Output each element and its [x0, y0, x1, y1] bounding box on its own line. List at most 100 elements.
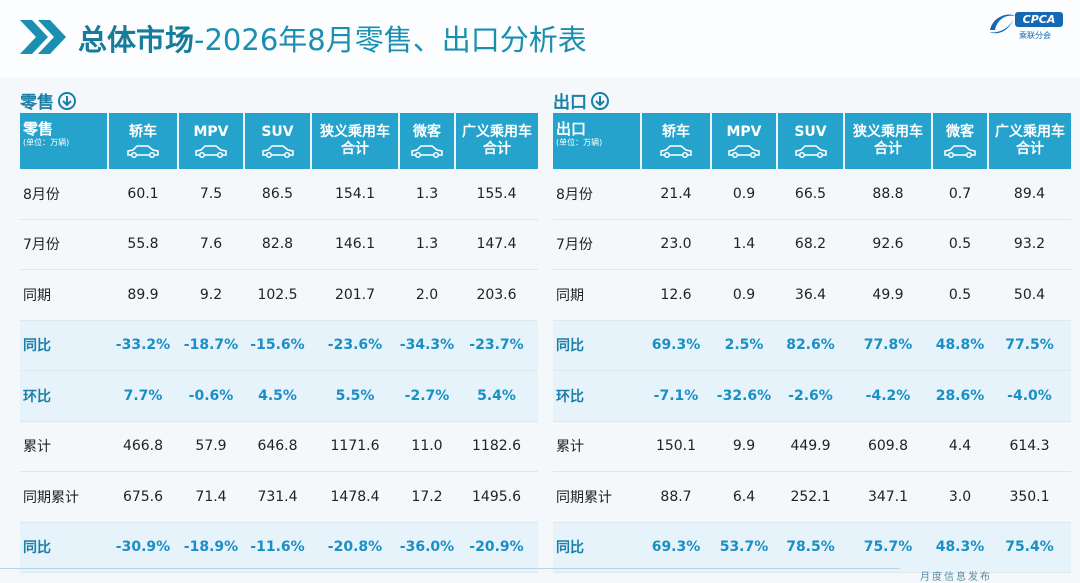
table-cell: 1495.6 [455, 471, 538, 523]
table-cell: 347.1 [844, 471, 932, 523]
row-label: 环比 [553, 370, 641, 422]
sedan-icon [127, 145, 159, 158]
table-cell: 93.2 [988, 219, 1071, 270]
row-label: 累计 [553, 421, 641, 472]
export-section-title: 出口 [553, 88, 609, 113]
table-cell: 11.0 [399, 421, 455, 472]
table-cell: 4.5% [244, 370, 311, 422]
table-cell: 48.8% [932, 320, 988, 371]
table-cell: 71.4 [178, 471, 244, 523]
table-cell: 466.8 [108, 421, 178, 472]
row-label: 8月份 [553, 169, 641, 220]
table-cell: 146.1 [311, 219, 399, 270]
table-cell: 57.9 [178, 421, 244, 472]
table-cell: 150.1 [641, 421, 711, 472]
col-header: SUV [777, 113, 845, 169]
export-table: 出口 (单位：万辆) 轿车 MPV SUV 狭义乘用车合计 微客 广义乘用车合计 … [553, 113, 1071, 573]
table-cell: 6.4 [711, 471, 777, 523]
table-cell: -2.7% [399, 370, 455, 422]
table-cell: -18.7% [178, 320, 244, 371]
table-row: 累计 466.8 57.9 646.8 1171.6 11.0 1182.6 [20, 421, 538, 472]
table-cell: 9.2 [178, 269, 244, 321]
table-cell: 75.4% [988, 522, 1071, 573]
table-cell: 28.6% [932, 370, 988, 422]
arrow-down-circle-icon [591, 91, 609, 110]
table-row: 7月份 23.0 1.4 68.2 92.6 0.5 93.2 [553, 219, 1071, 270]
mpv-icon [728, 145, 760, 158]
table-cell: 5.4% [455, 370, 538, 422]
row-label: 同比 [553, 320, 641, 371]
table-cell: -2.6% [777, 370, 844, 422]
retail-section-title: 零售 [20, 88, 76, 113]
row-label: 同期累计 [553, 471, 641, 523]
table-cell: 53.7% [711, 522, 777, 573]
header-bar: 总体市场-2026年8月零售、出口分析表 CPCA 乘联分会 [0, 0, 1080, 78]
table-cell: 614.3 [988, 421, 1071, 472]
table-cell: 1478.4 [311, 471, 399, 523]
table-cell: 102.5 [244, 269, 311, 321]
table-cell: 82.6% [777, 320, 844, 371]
table-cell: 154.1 [311, 169, 399, 220]
row-label: 累计 [20, 421, 108, 472]
table-cell: 66.5 [777, 169, 844, 220]
table-cell: 2.5% [711, 320, 777, 371]
row-label: 环比 [20, 370, 108, 422]
table-row: 8月份 21.4 0.9 66.5 88.8 0.7 89.4 [553, 169, 1071, 220]
col-header: MPV [178, 113, 245, 169]
col-header: 广义乘用车合计 [988, 113, 1071, 169]
table-row: 同比 -30.9% -18.9% -11.6% -20.8% -36.0% -20.9% [20, 522, 538, 573]
table-cell: -34.3% [399, 320, 455, 371]
table-cell: 77.5% [988, 320, 1071, 371]
table-row: 同比 69.3% 2.5% 82.6% 77.8% 48.8% 77.5% [553, 320, 1071, 371]
table-cell: 0.5 [932, 269, 988, 321]
table-cell: 75.7% [844, 522, 932, 573]
table-cell: 147.4 [455, 219, 538, 270]
table-cell: 49.9 [844, 269, 932, 321]
table-row: 同比 -33.2% -18.7% -15.6% -23.6% -34.3% -23.7% [20, 320, 538, 371]
suv-icon [261, 145, 294, 158]
table-cell: -18.9% [178, 522, 244, 573]
table-cell: -30.9% [108, 522, 178, 573]
table-cell: 350.1 [988, 471, 1071, 523]
col-header: 微客 [932, 113, 989, 169]
row-label: 8月份 [20, 169, 108, 220]
table-cell: -11.6% [244, 522, 311, 573]
table-cell: -20.8% [311, 522, 399, 573]
table-cell: 0.9 [711, 169, 777, 220]
table-cell: 9.9 [711, 421, 777, 472]
row-label: 同比 [20, 522, 108, 573]
table-cell: 1171.6 [311, 421, 399, 472]
table-cell: 0.7 [932, 169, 988, 220]
table-cell: -20.9% [455, 522, 538, 573]
table-cell: 7.5 [178, 169, 244, 220]
table-cell: -23.7% [455, 320, 538, 371]
table-row: 同期 89.9 9.2 102.5 201.7 2.0 203.6 [20, 269, 538, 321]
double-chevron-icon [20, 20, 66, 54]
table-cell: 12.6 [641, 269, 711, 321]
table-cell: 88.7 [641, 471, 711, 523]
minivan-icon [944, 145, 976, 158]
table-cell: 17.2 [399, 471, 455, 523]
table-cell: 731.4 [244, 471, 311, 523]
table-cell: 55.8 [108, 219, 178, 270]
table-row: 同期累计 675.6 71.4 731.4 1478.4 17.2 1495.6 [20, 471, 538, 523]
page-title: 总体市场-2026年8月零售、出口分析表 [78, 23, 587, 57]
table-cell: 2.0 [399, 269, 455, 321]
table-cell: 78.5% [777, 522, 844, 573]
table-cell: 68.2 [777, 219, 844, 270]
col-header: 广义乘用车合计 [455, 113, 538, 169]
table-cell: -23.6% [311, 320, 399, 371]
table-cell: 155.4 [455, 169, 538, 220]
table-cell: -4.2% [844, 370, 932, 422]
row-label: 同期 [20, 269, 108, 321]
table-cell: 69.3% [641, 320, 711, 371]
row-label: 同期 [553, 269, 641, 321]
table-cell: 203.6 [455, 269, 538, 321]
table-cell: -36.0% [399, 522, 455, 573]
table-cell: 449.9 [777, 421, 844, 472]
col-header: 轿车 [641, 113, 712, 169]
table-cell: 89.9 [108, 269, 178, 321]
table-cell: 21.4 [641, 169, 711, 220]
mpv-icon [195, 145, 227, 158]
table-row: 累计 150.1 9.9 449.9 609.8 4.4 614.3 [553, 421, 1071, 472]
